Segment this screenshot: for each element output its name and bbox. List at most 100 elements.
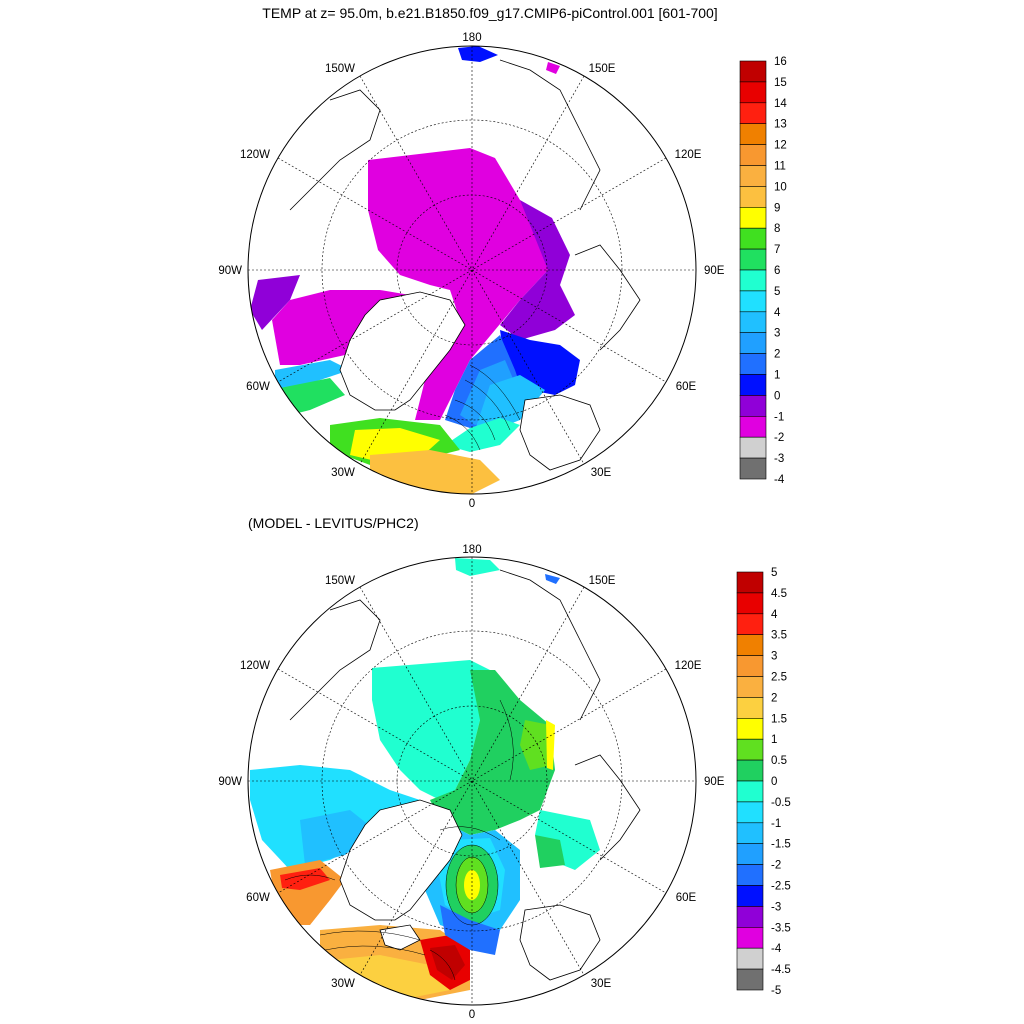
colorbar-label: 0 <box>774 390 780 402</box>
colorbar-swatch <box>739 269 767 292</box>
colorbar-label: -3.5 <box>771 922 791 934</box>
lon-bot-30w: 30W <box>331 978 355 990</box>
colorbar-swatch <box>739 374 767 396</box>
colorbar-label: 7 <box>774 244 780 256</box>
colorbar-swatch <box>739 207 767 229</box>
colorbar-label: 0 <box>771 776 777 788</box>
field-bot-labrador-orange <box>270 860 345 925</box>
field-top-baffin-purple <box>250 275 300 330</box>
colorbar-label: 3 <box>774 328 780 340</box>
colorbar-label: -3 <box>774 453 784 465</box>
colorbar-swatch <box>739 248 767 271</box>
colorbar-swatch <box>736 843 764 865</box>
field-bot-siberia-lime <box>520 720 552 770</box>
colorbar-swatch <box>736 780 764 803</box>
colorbar-label: -4.5 <box>771 964 791 976</box>
map-bottom-border <box>247 556 697 1006</box>
colorbar-swatch <box>736 676 764 698</box>
field-bot-atl-blue <box>440 905 500 955</box>
colorbar-label: -0.5 <box>771 797 791 809</box>
contours-top <box>444 364 521 451</box>
colorbar-label: 1 <box>771 734 777 746</box>
coast-bot-iceland <box>379 924 421 951</box>
lon-bot-30e: 30E <box>591 978 612 990</box>
map-top-border <box>247 45 697 495</box>
coast-top-siberia <box>574 244 641 351</box>
colorbar-label: 11 <box>774 161 786 173</box>
colorbar-label: -2.5 <box>771 881 791 893</box>
field-top-nordic-aqua <box>445 418 520 452</box>
colorbar-swatch <box>736 717 764 740</box>
colorbar-label: 3.5 <box>771 630 787 642</box>
colorbar-label: 1.5 <box>771 713 787 725</box>
coast-top-greenland <box>339 291 466 411</box>
colorbar-label: 4.5 <box>771 588 787 600</box>
colorbar-label: 2 <box>774 349 780 361</box>
colorbar-swatch <box>739 457 767 480</box>
colorbar-swatch <box>736 947 764 970</box>
graticule-bottom <box>248 557 696 1005</box>
colorbar-label: 4 <box>771 609 778 621</box>
field-bot-labrador-red <box>280 868 330 890</box>
colorbar-label: 2 <box>771 692 777 704</box>
colorbar-label: -1.5 <box>771 839 791 851</box>
colorbar-label: -1 <box>774 411 784 423</box>
graticule-top <box>248 46 696 494</box>
field-top-bering <box>546 62 560 74</box>
colorbar-swatch <box>736 655 764 677</box>
colorbar-label: 15 <box>774 77 787 89</box>
colorbar-swatch <box>739 60 767 83</box>
field-top-siberia <box>500 200 575 340</box>
field-bot-siberia-yellow <box>546 720 555 770</box>
map-bottom <box>250 558 641 1000</box>
colorbar-label: 3 <box>771 651 777 663</box>
colorbar-swatch <box>739 290 767 313</box>
colorbar-swatch <box>736 738 764 761</box>
lon-bot-60w: 60W <box>246 892 270 904</box>
colorbar-bottom: 5 4.5 4 3.5 3 2.5 2 1.5 1 0.5 0 -0.5 -1 -1.5 -2 -2.5 -3 -… <box>736 567 791 997</box>
colorbar-swatch <box>739 165 767 187</box>
coast-top-asia <box>499 59 601 211</box>
colorbar-swatch <box>736 926 764 949</box>
colorbar-swatch <box>739 102 767 125</box>
lon-top-60e: 60E <box>676 381 697 393</box>
colorbar-label: -3 <box>771 901 781 913</box>
colorbar-swatch <box>739 186 767 208</box>
lon-bot-0: 0 <box>469 1009 475 1021</box>
coast-top-scandinavia <box>519 394 601 471</box>
lon-top-60w: 60W <box>246 381 270 393</box>
field-bot-eurasian <box>430 670 555 835</box>
colorbar-label: -2 <box>774 432 784 444</box>
colorbar-label: 1 <box>774 370 780 382</box>
colorbar-swatch <box>736 968 764 991</box>
coast-bot-asia <box>499 569 601 721</box>
lon-top-30w: 30W <box>331 467 355 479</box>
colorbar-swatch <box>739 332 767 354</box>
colorbar-swatch <box>739 311 767 333</box>
coast-bot-greenland <box>339 799 463 921</box>
colorbar-swatch <box>736 697 764 719</box>
colorbar-label: -4 <box>771 943 782 955</box>
colorbar-swatch <box>736 634 764 656</box>
colorbar-label: 4 <box>774 307 781 319</box>
lon-top-30e: 30E <box>591 467 612 479</box>
lon-bot-150e: 150E <box>589 575 616 587</box>
colorbar-swatch <box>736 759 764 782</box>
colorbar-label: 10 <box>774 181 787 193</box>
field-top-bering-blue <box>458 46 498 62</box>
field-top-atlantic-orange <box>370 450 500 494</box>
colorbar-label: 6 <box>774 265 780 277</box>
colorbar-swatch <box>736 864 764 886</box>
colorbar-swatch <box>739 436 767 459</box>
lon-bot-180: 180 <box>462 544 481 556</box>
coast-bot-siberia <box>574 754 641 861</box>
lon-top-150e: 150E <box>589 63 616 75</box>
colorbar-swatch <box>739 353 767 375</box>
lon-bot-120w: 120W <box>240 660 270 672</box>
colorbar-swatch <box>739 227 767 250</box>
field-bot-atl-darkred <box>430 945 465 980</box>
colorbar-label: 13 <box>774 119 787 131</box>
colorbar-label: 9 <box>774 202 780 214</box>
